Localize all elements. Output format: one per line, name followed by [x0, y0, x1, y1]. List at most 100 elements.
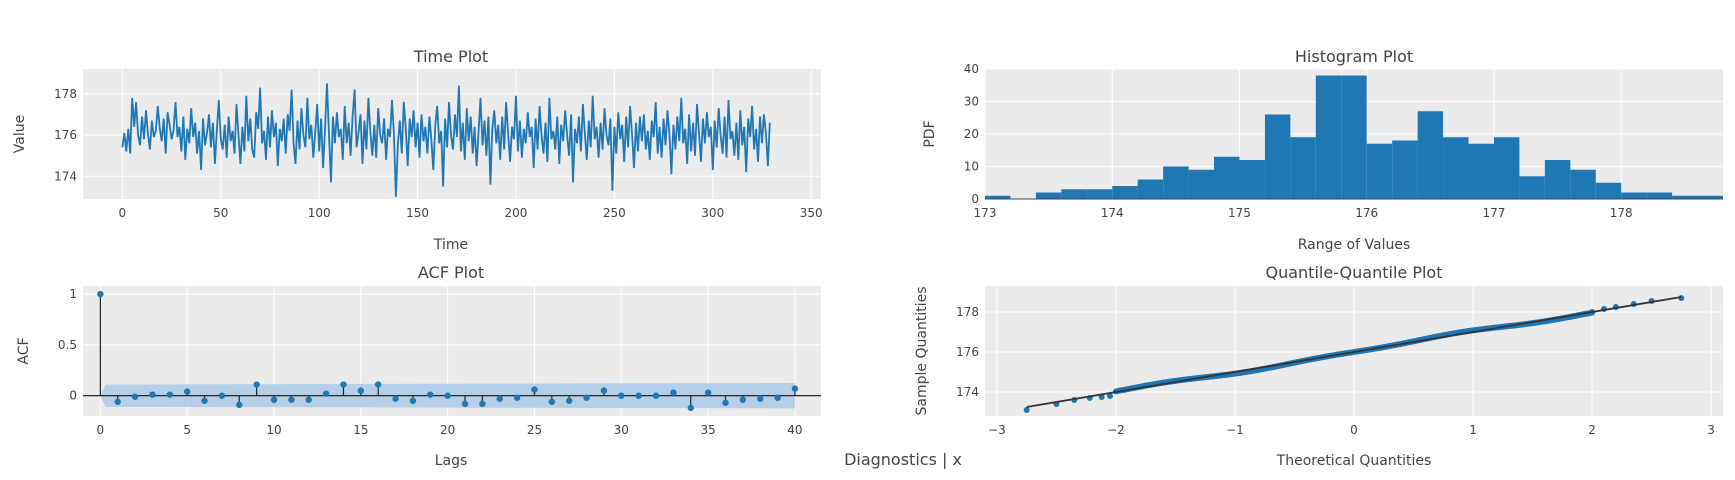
acf-marker	[461, 400, 469, 408]
acf-marker	[340, 381, 347, 388]
acf-marker	[531, 386, 538, 393]
x-tick-label: 40	[787, 423, 802, 437]
histogram-bar	[1417, 111, 1444, 199]
acf-marker	[357, 387, 365, 394]
acf-marker	[114, 398, 121, 405]
qq-point	[1023, 407, 1030, 413]
acf-marker	[757, 395, 764, 402]
acf-marker	[791, 385, 799, 392]
acf-marker	[166, 391, 174, 398]
x-tick-label: 300	[701, 206, 724, 220]
x-tick-label: 100	[308, 206, 331, 220]
y-tick-label: 30	[964, 95, 979, 109]
acf-marker	[427, 391, 434, 398]
qq-plot-panel: Quantile-Quantile Plot −3 −2 −1 0 1 2 3 174 176 1…	[914, 263, 1723, 469]
histogram-bar	[1595, 182, 1622, 199]
histogram-plot-ylabel: PDF	[922, 120, 938, 147]
acf-marker	[635, 392, 642, 399]
acf-marker	[583, 394, 590, 401]
y-tick-label: 1	[69, 287, 77, 301]
x-tick-label: 20	[440, 423, 455, 437]
acf-marker	[375, 381, 382, 388]
histogram-bar	[1290, 137, 1316, 199]
qq-plot-xlabel: Theoretical Quantities	[1276, 453, 1432, 469]
y-tick-label: 0	[69, 389, 77, 403]
qq-plot-ylabel: Sample Quantities	[914, 287, 930, 416]
time-plot-grid	[83, 69, 821, 199]
x-tick-label: 0	[1350, 423, 1358, 437]
acf-marker	[444, 392, 451, 399]
acf-marker	[253, 381, 260, 388]
x-tick-label: 200	[505, 206, 528, 220]
histogram-bar	[1264, 114, 1291, 199]
histogram-bars	[985, 75, 1723, 200]
time-plot-ylabel: Value	[12, 115, 28, 153]
x-tick-label: 178	[1610, 206, 1633, 220]
acf-marker	[392, 395, 399, 402]
histogram-plot-title: Histogram Plot	[1295, 47, 1413, 66]
x-tick-label: 0	[119, 206, 127, 220]
x-tick-label: 3	[1707, 423, 1715, 437]
x-tick-label: 25	[527, 423, 542, 437]
x-tick-label: 15	[353, 423, 368, 437]
histogram-bar	[1341, 75, 1367, 199]
acf-marker	[479, 400, 486, 408]
acf-marker	[183, 388, 191, 395]
histogram-plot-xlabel: Range of Values	[1298, 237, 1411, 253]
time-plot-ticks: 0 50 100 150 200 250 300 350 174 176 178	[54, 87, 823, 220]
x-tick-label: 2	[1588, 423, 1596, 437]
y-tick-label: 178	[956, 305, 979, 319]
y-tick-label: 20	[964, 127, 979, 141]
acf-plot-panel: ACF Plot 0 5 10 15 20 25 30 35 40 0 0.5 1 Lags ACF	[16, 263, 821, 469]
x-tick-label: 173	[974, 206, 997, 220]
time-plot-xlabel: Time	[433, 237, 468, 253]
acf-marker	[652, 392, 660, 399]
acf-marker	[722, 399, 729, 406]
histogram-bar	[1570, 169, 1596, 199]
x-tick-label: 174	[1101, 206, 1124, 220]
histogram-bar	[1214, 156, 1240, 199]
x-tick-label: 150	[406, 206, 429, 220]
acf-marker	[322, 390, 330, 397]
acf-marker	[739, 396, 747, 403]
time-plot-title: Time Plot	[413, 47, 488, 66]
x-tick-label: 5	[183, 423, 191, 437]
y-tick-label: 178	[54, 87, 77, 101]
histogram-bar	[1239, 160, 1265, 199]
histogram-bar	[1366, 143, 1393, 199]
histogram-bar	[1086, 189, 1113, 199]
histogram-bar	[1544, 160, 1571, 199]
acf-marker	[201, 397, 208, 404]
histogram-bar	[1035, 192, 1062, 199]
acf-marker	[513, 394, 521, 401]
histogram-bar	[1443, 137, 1469, 199]
acf-plot-ylabel: ACF	[16, 337, 32, 364]
histogram-bar	[1315, 75, 1342, 199]
x-tick-label: 50	[213, 206, 228, 220]
time-plot-panel: Time Plot 0 50 100 150 200 250 300 350 174 176 178…	[12, 47, 823, 253]
qq-point	[1106, 393, 1113, 399]
acf-marker	[288, 396, 295, 403]
histogram-bar	[1493, 137, 1520, 199]
x-tick-label: 1	[1469, 423, 1477, 437]
histogram-bar	[1672, 195, 1698, 199]
acf-marker	[409, 397, 417, 404]
y-tick-label: 0.5	[58, 338, 77, 352]
x-tick-label: 177	[1483, 206, 1506, 220]
x-tick-label: 35	[700, 423, 715, 437]
figure-title: Diagnostics | x	[844, 450, 962, 469]
acf-marker	[704, 389, 712, 396]
histogram-bar	[1519, 176, 1545, 199]
histogram-bar	[1163, 166, 1189, 199]
acf-marker	[687, 404, 694, 412]
histogram-bar	[1137, 179, 1164, 199]
acf-marker	[670, 389, 677, 396]
x-tick-label: −2	[1107, 423, 1125, 437]
acf-marker	[618, 392, 625, 399]
x-tick-label: −1	[1226, 423, 1244, 437]
qq-plot-ticks: −3 −2 −1 0 1 2 3 174 176 178	[956, 305, 1715, 437]
x-tick-label: −3	[988, 423, 1006, 437]
acf-stems	[83, 290, 821, 412]
acf-marker	[131, 393, 139, 400]
